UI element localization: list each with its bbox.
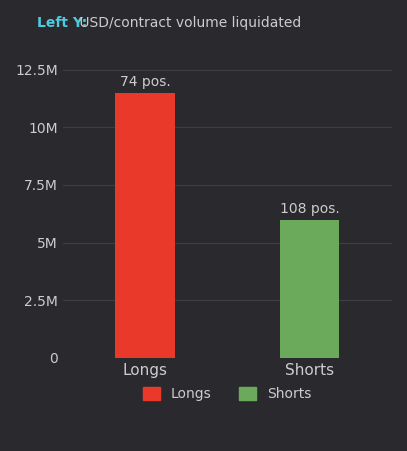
Text: 108 pos.: 108 pos. xyxy=(280,202,339,216)
Text: USD/contract volume liquidated: USD/contract volume liquidated xyxy=(75,16,302,30)
Legend: Longs, Shorts: Longs, Shorts xyxy=(138,382,317,407)
Text: 74 pos.: 74 pos. xyxy=(120,75,171,89)
Text: Left Y:: Left Y: xyxy=(37,16,87,30)
Bar xyxy=(280,220,339,358)
Bar xyxy=(115,93,175,358)
